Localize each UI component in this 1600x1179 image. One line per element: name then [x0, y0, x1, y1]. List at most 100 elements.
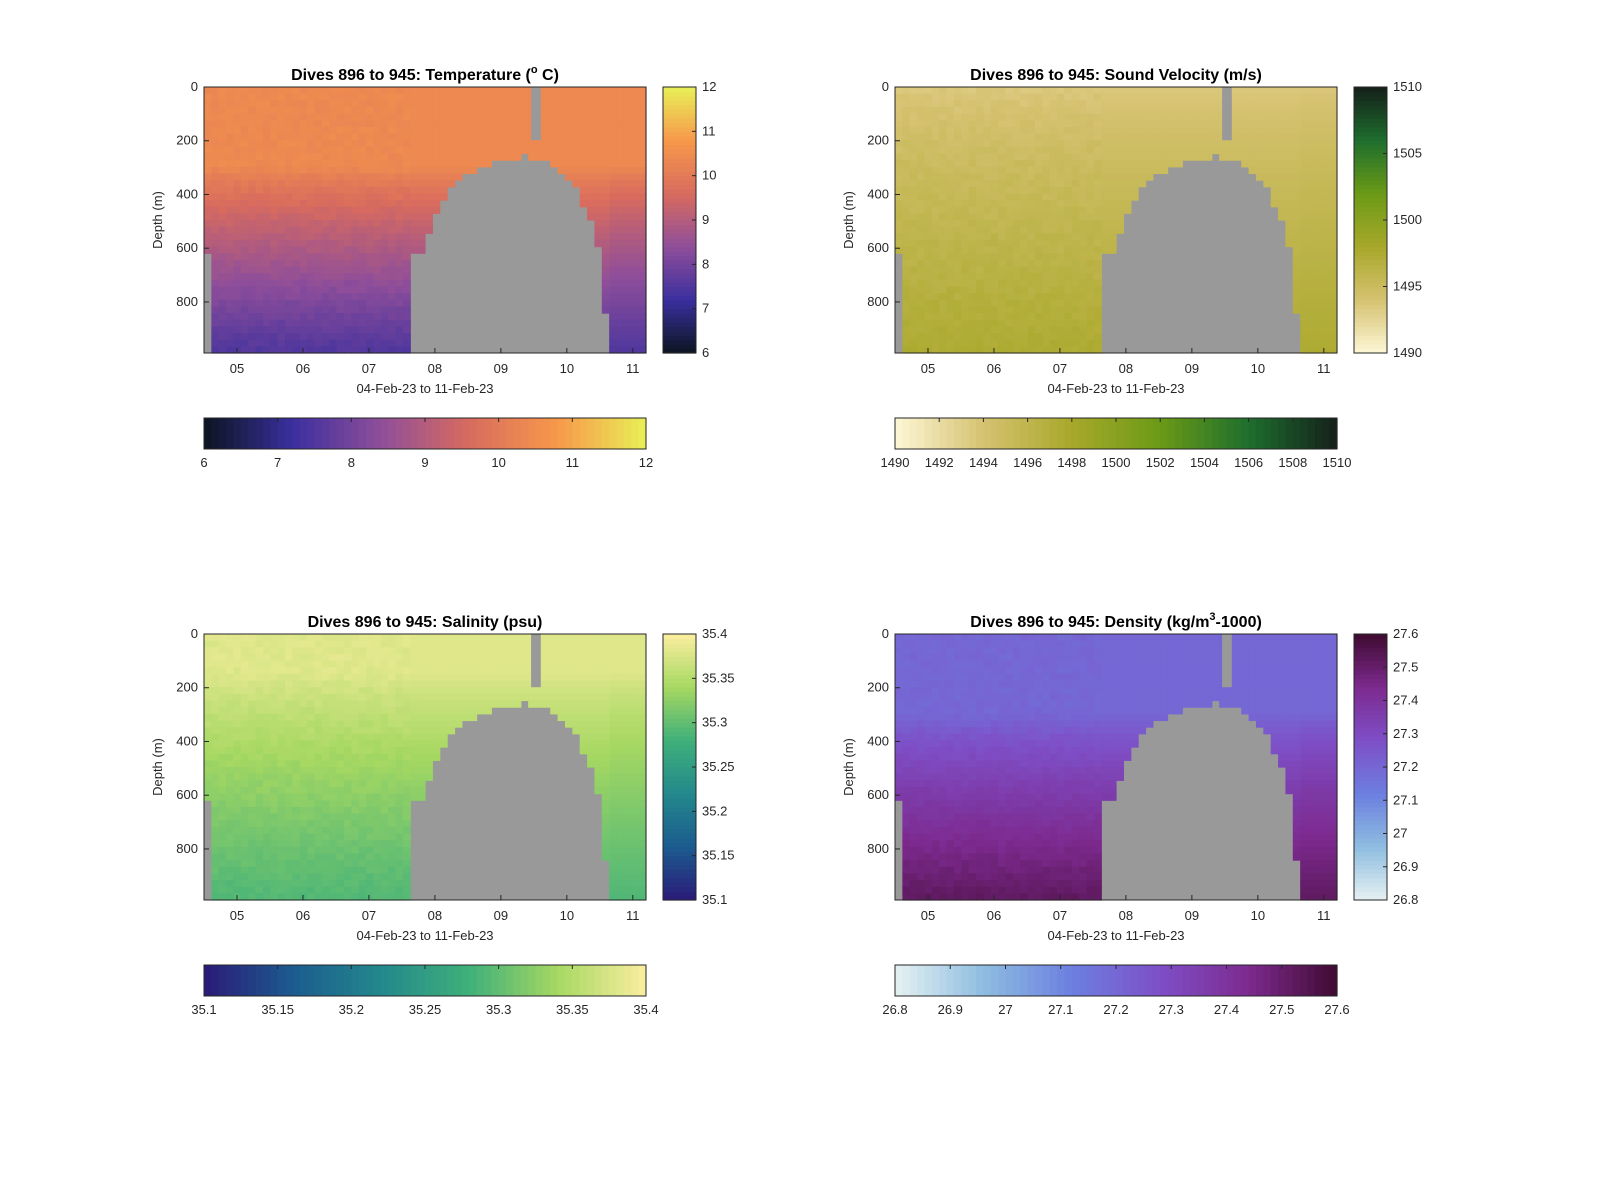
data-cell: [402, 653, 411, 662]
data-cell: [961, 120, 970, 128]
data-cell: [292, 693, 301, 702]
data-cell: [211, 680, 220, 688]
data-cell: [939, 333, 948, 341]
data-cell: [1248, 133, 1257, 141]
data-cell: [366, 173, 375, 181]
data-cell: [616, 160, 625, 168]
data-cell: [204, 113, 212, 121]
data-cell: [388, 653, 397, 662]
data-cell: [1042, 326, 1051, 334]
data-cell: [631, 120, 640, 128]
y-axis-label: Depth (m): [150, 191, 165, 249]
data-cell: [1314, 253, 1323, 261]
data-cell: [366, 767, 375, 775]
data-cell: [402, 673, 411, 682]
data-cell: [1005, 146, 1014, 155]
data-cell: [351, 740, 360, 748]
data-cell: [307, 860, 316, 868]
colorbar-segment: [1354, 286, 1387, 292]
data-cell: [351, 860, 360, 868]
data-cell: [476, 106, 485, 115]
data-cell: [211, 106, 220, 115]
data-cell: [314, 87, 323, 95]
data-cell: [638, 133, 647, 141]
data-cell: [277, 707, 286, 715]
data-cell: [1034, 339, 1043, 347]
data-cell: [211, 740, 220, 748]
data-cell: [270, 206, 279, 214]
data-cell: [255, 173, 264, 181]
data-cell: [402, 640, 411, 648]
colorbar-segment: [663, 131, 696, 137]
data-cell: [358, 306, 367, 314]
data-cell: [1300, 186, 1309, 194]
data-cell: [1226, 146, 1235, 155]
colorbar-segment: [233, 418, 242, 449]
data-cell: [395, 200, 404, 208]
data-cell: [343, 880, 352, 888]
data-cell: [1314, 233, 1323, 241]
colorbar-segment: [270, 418, 279, 449]
data-cell: [425, 186, 433, 194]
data-cell: [564, 87, 573, 95]
data-cell: [285, 840, 293, 848]
data-cell: [1123, 153, 1132, 161]
data-cell: [998, 100, 1007, 108]
data-cell: [909, 293, 918, 301]
data-cell: [1329, 253, 1338, 261]
data-cell: [329, 93, 338, 101]
data-cell: [204, 680, 212, 688]
data-cell: [255, 806, 264, 815]
colorbar-segment: [587, 418, 596, 449]
data-cell: [1292, 253, 1301, 261]
data-cell: [1034, 106, 1043, 115]
data-cell: [255, 333, 264, 341]
data-cell: [1182, 146, 1191, 155]
data-cell: [1263, 100, 1272, 108]
data-cell: [998, 293, 1007, 301]
data-cell: [262, 193, 271, 201]
data-cell: [329, 153, 338, 161]
data-cell: [1079, 226, 1088, 234]
data-cell: [946, 313, 955, 321]
data-cell: [1167, 120, 1176, 128]
data-cell: [285, 853, 293, 861]
colorbar-segment: [1354, 339, 1387, 345]
data-cell: [564, 126, 573, 135]
data-cell: [1300, 273, 1309, 281]
data-cell: [240, 806, 249, 815]
data-cell: [1020, 120, 1029, 128]
data-cell: [1145, 140, 1154, 148]
data-cell: [336, 346, 345, 354]
data-cell: [909, 93, 918, 101]
data-cell: [204, 126, 212, 135]
data-cell: [292, 780, 301, 788]
colorbar-tick-label: 11: [566, 455, 580, 470]
data-cell: [277, 346, 286, 354]
colorbar-segment: [204, 418, 212, 449]
data-cell: [506, 93, 514, 101]
data-cell: [976, 166, 984, 175]
data-cell: [218, 140, 227, 148]
data-cell: [373, 647, 382, 655]
data-cell: [248, 667, 257, 675]
data-cell: [1079, 279, 1088, 288]
data-cell: [343, 886, 352, 894]
data-cell: [262, 200, 271, 208]
data-cell: [476, 93, 485, 101]
colorbar-segment: [380, 418, 389, 449]
data-cell: [410, 140, 419, 148]
data-cell: [1292, 180, 1301, 188]
axes-frame: [203, 86, 647, 354]
data-cell: [550, 106, 559, 115]
colorbar-segment: [1354, 242, 1387, 248]
data-cell: [939, 246, 948, 254]
data-cell: [395, 233, 404, 241]
data-cell: [1012, 133, 1021, 141]
data-cell: [373, 853, 382, 861]
data-cell: [314, 186, 323, 194]
data-cell: [402, 206, 411, 214]
data-cell: [343, 833, 352, 841]
data-cell: [314, 786, 323, 795]
data-cell: [1307, 213, 1316, 221]
